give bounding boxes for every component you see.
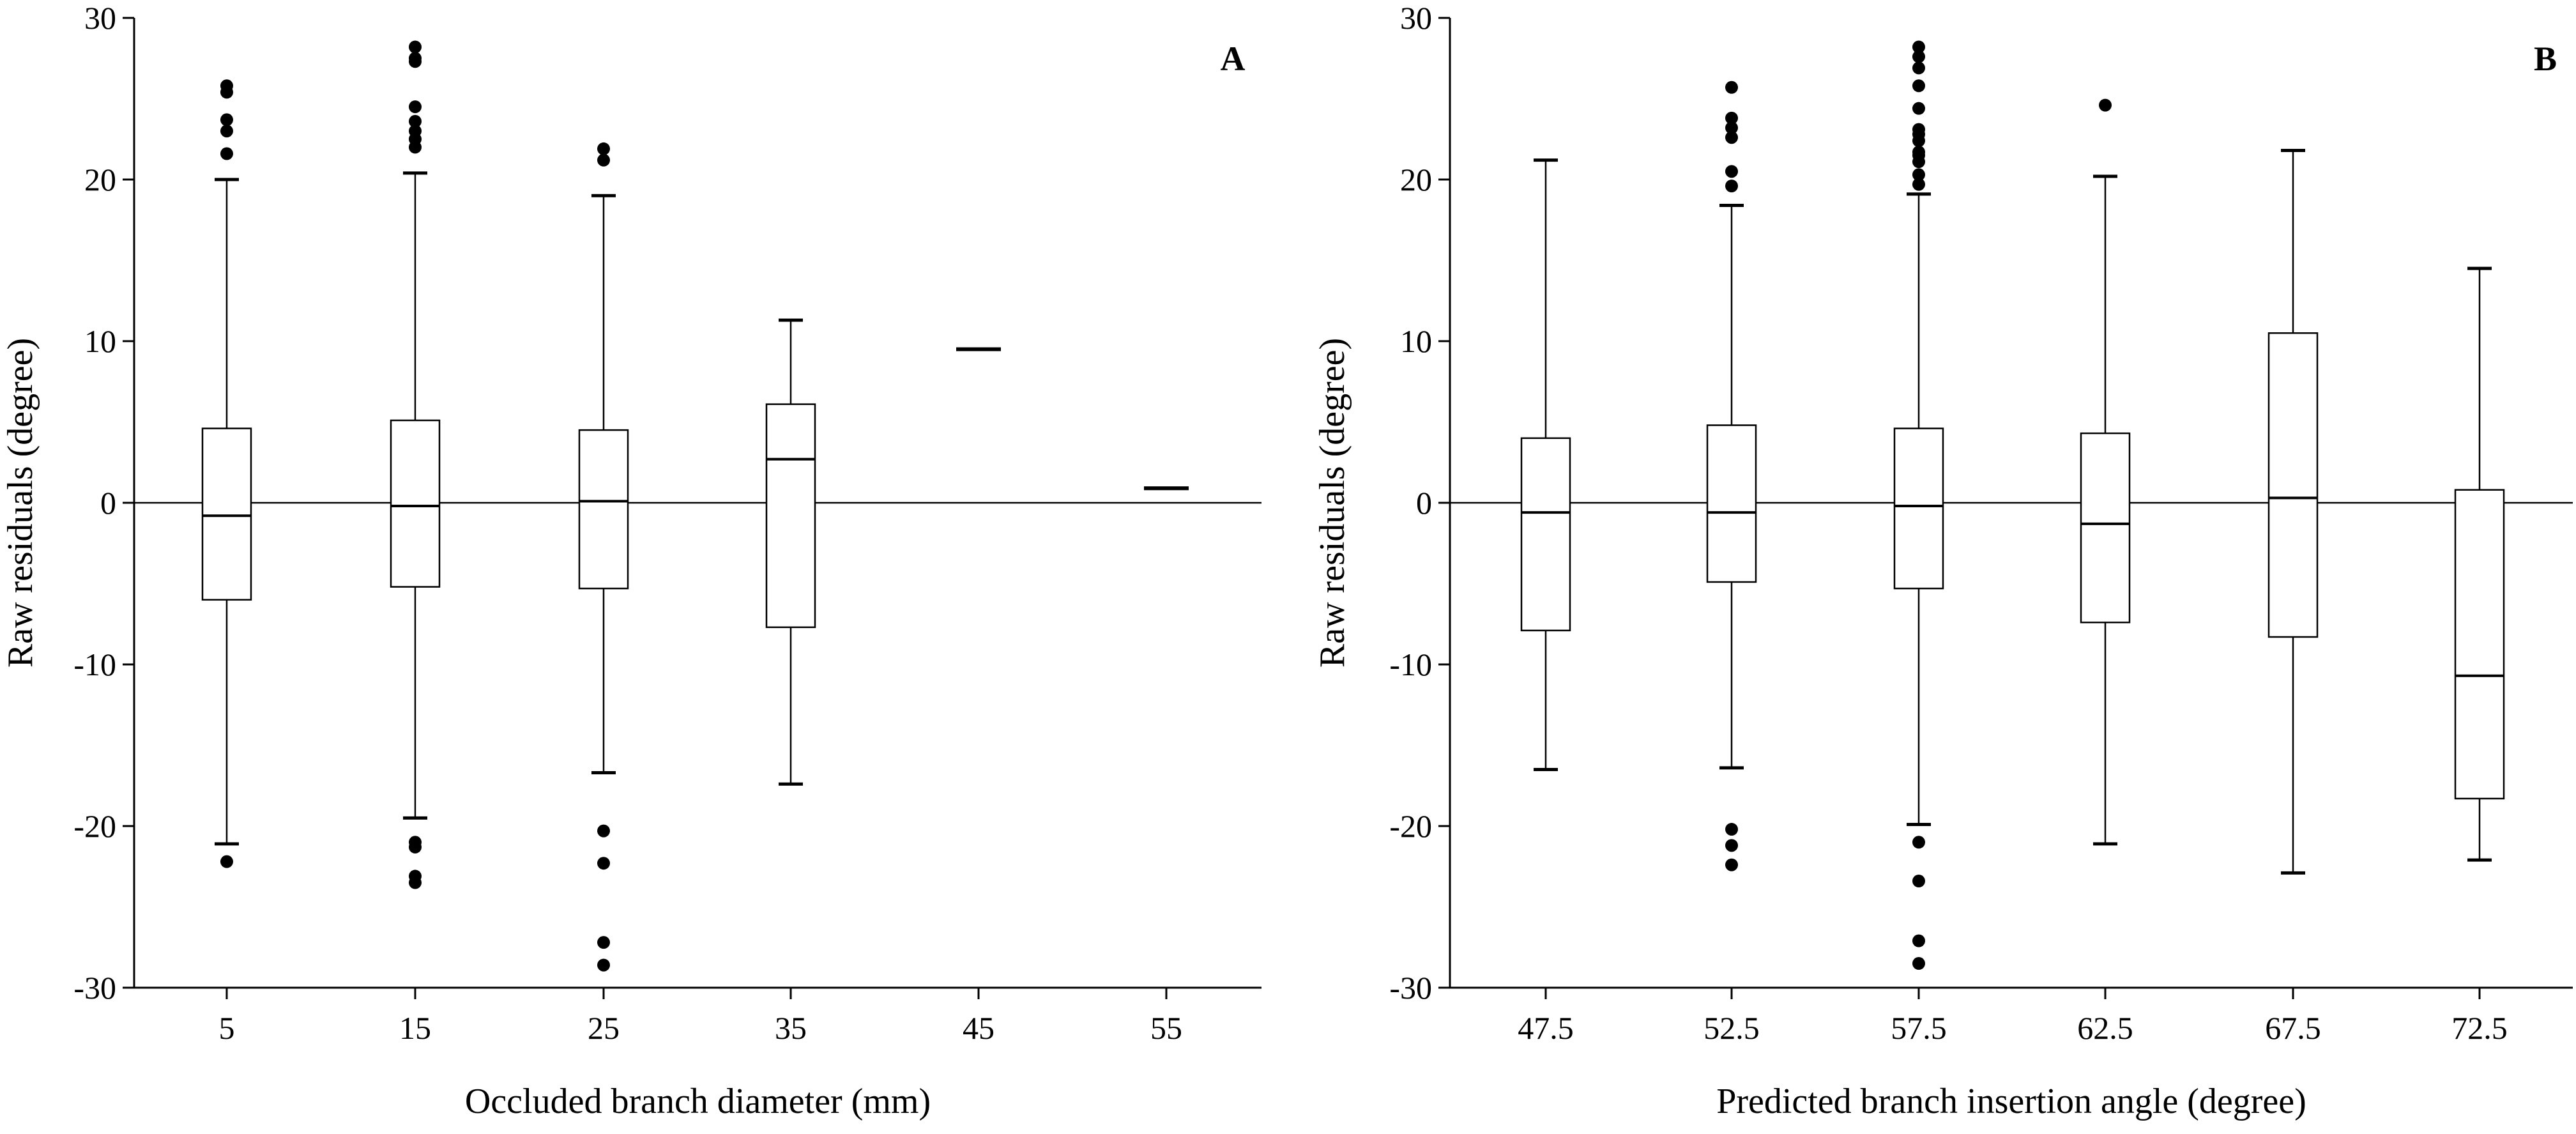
outlier-point: [1912, 168, 1925, 181]
outlier-point: [2099, 98, 2112, 112]
box-iqr: [765, 403, 816, 629]
outlier-point: [1725, 839, 1738, 852]
y-tick-label: -30: [1389, 970, 1432, 1006]
y-tick-label: -10: [73, 647, 116, 682]
outlier-point: [1912, 934, 1925, 947]
outlier-point: [220, 147, 233, 160]
x-tick-label: 15: [399, 1010, 431, 1046]
box-iqr: [1520, 437, 1571, 632]
box-iqr: [2080, 432, 2131, 624]
outlier-point: [597, 142, 610, 155]
outlier-point: [409, 141, 422, 154]
outlier-point: [409, 876, 422, 889]
outlier-point: [1725, 111, 1738, 125]
y-tick-label: -10: [1389, 647, 1432, 682]
outlier-point: [1725, 131, 1738, 144]
x-axis-title: Occluded branch diameter (mm): [465, 1082, 931, 1121]
y-tick-label: -30: [73, 970, 116, 1006]
box-iqr: [1706, 424, 1757, 583]
box-iqr: [2454, 489, 2505, 800]
panel-b: -30 -20 -10 0 10 20 30 47.5 52.5 57.5 62.5 67.5 72.5…: [1313, 0, 2573, 1121]
outlier-point: [220, 125, 233, 138]
outlier-point: [409, 40, 422, 54]
outlier-point: [1725, 165, 1738, 178]
outlier-point: [1725, 823, 1738, 836]
outlier-point: [409, 55, 422, 68]
outlier-point: [1912, 40, 1925, 54]
y-tick-label: 10: [1400, 323, 1432, 359]
panel-a: -30 -20 -10 0 10 20 30 5 15 25 35 45 55 Occluded bran…: [1, 0, 1261, 1121]
outlier-point: [597, 936, 610, 949]
y-tick-label: -20: [73, 808, 116, 844]
outlier-point: [220, 855, 233, 868]
x-tick-label: 25: [588, 1010, 620, 1046]
x-tick-label: 55: [1150, 1010, 1182, 1046]
outlier-point: [597, 824, 610, 838]
outlier-point: [220, 86, 233, 99]
outlier-point: [1912, 50, 1925, 63]
outlier-point: [597, 153, 610, 167]
outlier-point: [409, 100, 422, 114]
outlier-point: [1725, 180, 1738, 193]
outlier-point: [1725, 121, 1738, 135]
y-tick-label: 30: [1400, 0, 1432, 36]
box-iqr: [390, 419, 441, 588]
panel-letter: B: [2534, 40, 2557, 78]
box-iqr: [201, 427, 252, 601]
x-tick-label: 45: [963, 1010, 995, 1046]
outlier-point: [1912, 61, 1925, 75]
y-axis-title: Raw residuals (degree): [1, 338, 40, 668]
y-tick-label: 30: [84, 0, 116, 36]
y-tick-label: -20: [1389, 808, 1432, 844]
outlier-point: [409, 114, 422, 128]
outlier-point: [1912, 875, 1925, 888]
y-tick-label: 0: [100, 485, 116, 521]
x-tick-label: 67.5: [2265, 1010, 2321, 1046]
outlier-point: [220, 113, 233, 126]
outlier-point: [1912, 102, 1925, 115]
x-tick-label: 47.5: [1518, 1010, 1574, 1046]
x-axis-title: Predicted branch insertion angle (degree…: [1716, 1082, 2306, 1121]
outlier-point: [1912, 79, 1925, 93]
outlier-point: [597, 958, 610, 972]
outlier-point: [409, 840, 422, 854]
box-iqr: [578, 429, 629, 590]
outlier-point: [597, 857, 610, 870]
y-tick-label: 20: [1400, 162, 1432, 197]
panel-letter: A: [1221, 40, 1246, 78]
x-tick-label: 52.5: [1703, 1010, 1760, 1046]
x-tick-label: 35: [775, 1010, 807, 1046]
x-tick-label: 57.5: [1891, 1010, 1947, 1046]
outlier-point: [1912, 178, 1925, 191]
box-iqr: [2267, 332, 2319, 638]
outlier-point: [1912, 134, 1925, 148]
outlier-point: [1912, 957, 1925, 970]
y-tick-label: 0: [1416, 485, 1432, 521]
x-tick-label: 5: [219, 1010, 235, 1046]
y-tick-label: 20: [84, 162, 116, 197]
outlier-point: [1912, 836, 1925, 849]
x-tick-label: 62.5: [2077, 1010, 2133, 1046]
outlier-point: [1912, 155, 1925, 169]
outlier-point: [1725, 858, 1738, 871]
outlier-point: [1725, 80, 1738, 94]
y-axis-title: Raw residuals (degree): [1313, 338, 1352, 668]
y-tick-label: 10: [84, 323, 116, 359]
box-iqr: [1893, 427, 1944, 590]
x-tick-label: 72.5: [2451, 1010, 2508, 1046]
